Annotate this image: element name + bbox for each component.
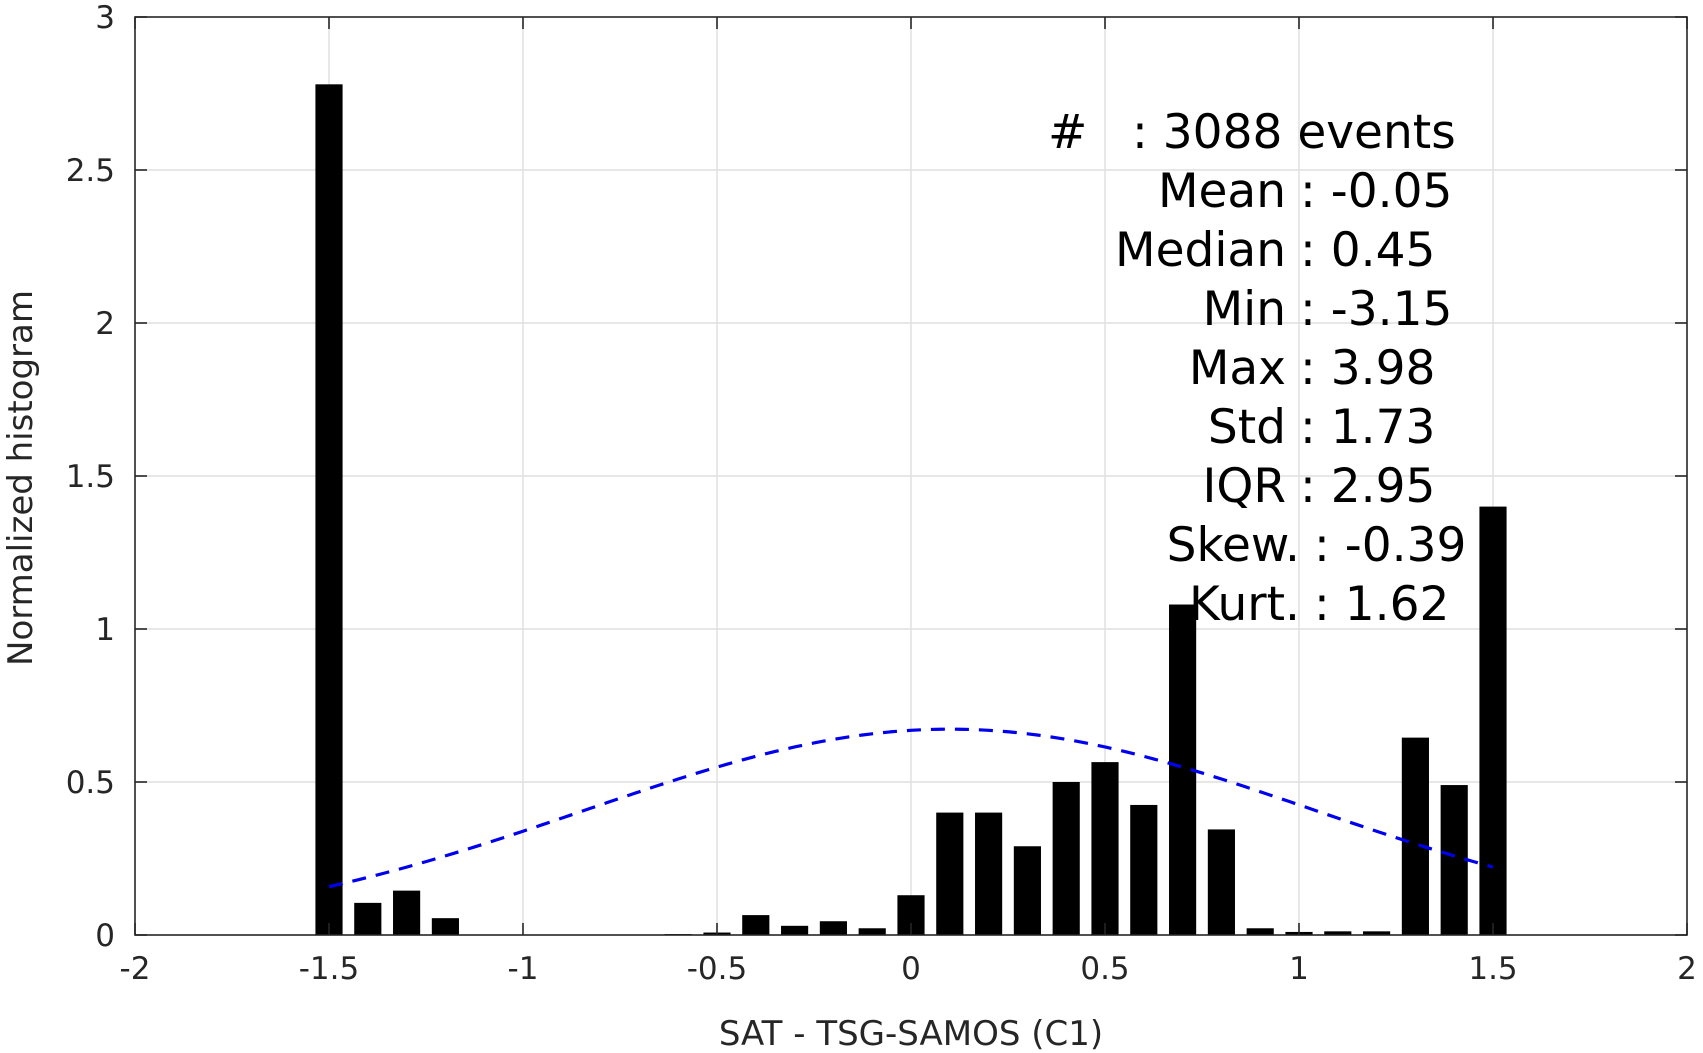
stat-value: : -0.39	[1314, 518, 1466, 573]
stat-value: : -3.15	[1300, 282, 1452, 337]
histogram-bar	[1401, 737, 1429, 935]
x-tick-label: 0.5	[1080, 951, 1129, 987]
histogram-bar	[1246, 928, 1274, 935]
stat-label: Median	[1115, 223, 1286, 278]
histogram-bar	[1324, 931, 1352, 935]
histogram-bar	[936, 812, 964, 935]
y-tick-label: 2.5	[66, 153, 115, 189]
y-tick-label: 1.5	[66, 459, 115, 495]
histogram-bar	[781, 925, 809, 935]
normal-fit-curve	[328, 727, 1494, 889]
histogram-bar	[354, 902, 382, 935]
histogram-bar	[315, 84, 343, 935]
histogram-bar	[393, 890, 421, 935]
stat-label: Mean	[1158, 164, 1286, 219]
stat-label: IQR	[1202, 459, 1286, 514]
y-tick-label: 3	[95, 0, 115, 36]
stat-label: Kurt.	[1189, 577, 1300, 632]
x-tick-label: 1.5	[1468, 951, 1517, 987]
y-tick-label: 2	[95, 306, 115, 342]
histogram-bars	[315, 84, 1507, 935]
stat-label: Skew.	[1167, 518, 1300, 573]
y-axis-label: Normalized histogram	[1, 290, 41, 666]
x-tick-label: -2	[120, 951, 151, 987]
x-tick-label: -0.5	[687, 951, 748, 987]
histogram-bar	[1479, 506, 1507, 935]
histogram-bar	[1130, 804, 1158, 935]
x-tick-label: 1	[1289, 951, 1309, 987]
x-tick-label: 0	[901, 951, 921, 987]
stat-label: Std	[1208, 400, 1286, 455]
stat-value: : 3.98	[1300, 341, 1435, 396]
y-tick-label: 1	[95, 612, 115, 648]
fit-curve-layer	[328, 727, 1494, 889]
histogram-bar	[1013, 846, 1041, 935]
x-tick-label: -1	[508, 951, 539, 987]
histogram-bar	[1363, 931, 1391, 935]
x-tick-label: 2	[1677, 951, 1697, 987]
stat-value: : 1.73	[1300, 400, 1435, 455]
histogram-bar	[1207, 829, 1235, 935]
histogram-bar	[819, 921, 847, 935]
stat-value: : 2.95	[1300, 459, 1435, 514]
grid-lines	[135, 17, 1687, 935]
x-tick-label: -1.5	[299, 951, 360, 987]
y-tick-label: 0.5	[66, 765, 115, 801]
stat-value: : 3088 events	[1132, 105, 1456, 160]
axis-ticks: -2 -1.5 -1 -0.5 0 0.5 1 1.5 2 0 0.5 1 1.5 2 2.5 3	[66, 0, 1697, 987]
histogram-bar	[431, 918, 459, 935]
histogram-bar	[1091, 762, 1119, 935]
stat-value: : -0.05	[1300, 164, 1452, 219]
stat-value: : 1.62	[1314, 577, 1449, 632]
histogram-bar	[858, 928, 886, 935]
histogram-bar	[975, 812, 1003, 935]
histogram-bar	[742, 915, 770, 935]
stat-label: Max	[1189, 341, 1286, 396]
stat-label: #	[1048, 105, 1087, 160]
x-axis-label: SAT - TSG-SAMOS (C1)	[719, 1014, 1103, 1053]
histogram-bar	[1052, 782, 1080, 935]
y-tick-label: 0	[95, 918, 115, 954]
stat-value: : 0.45	[1300, 223, 1435, 278]
stat-label: Min	[1203, 282, 1286, 337]
histogram-bar	[1440, 785, 1468, 935]
